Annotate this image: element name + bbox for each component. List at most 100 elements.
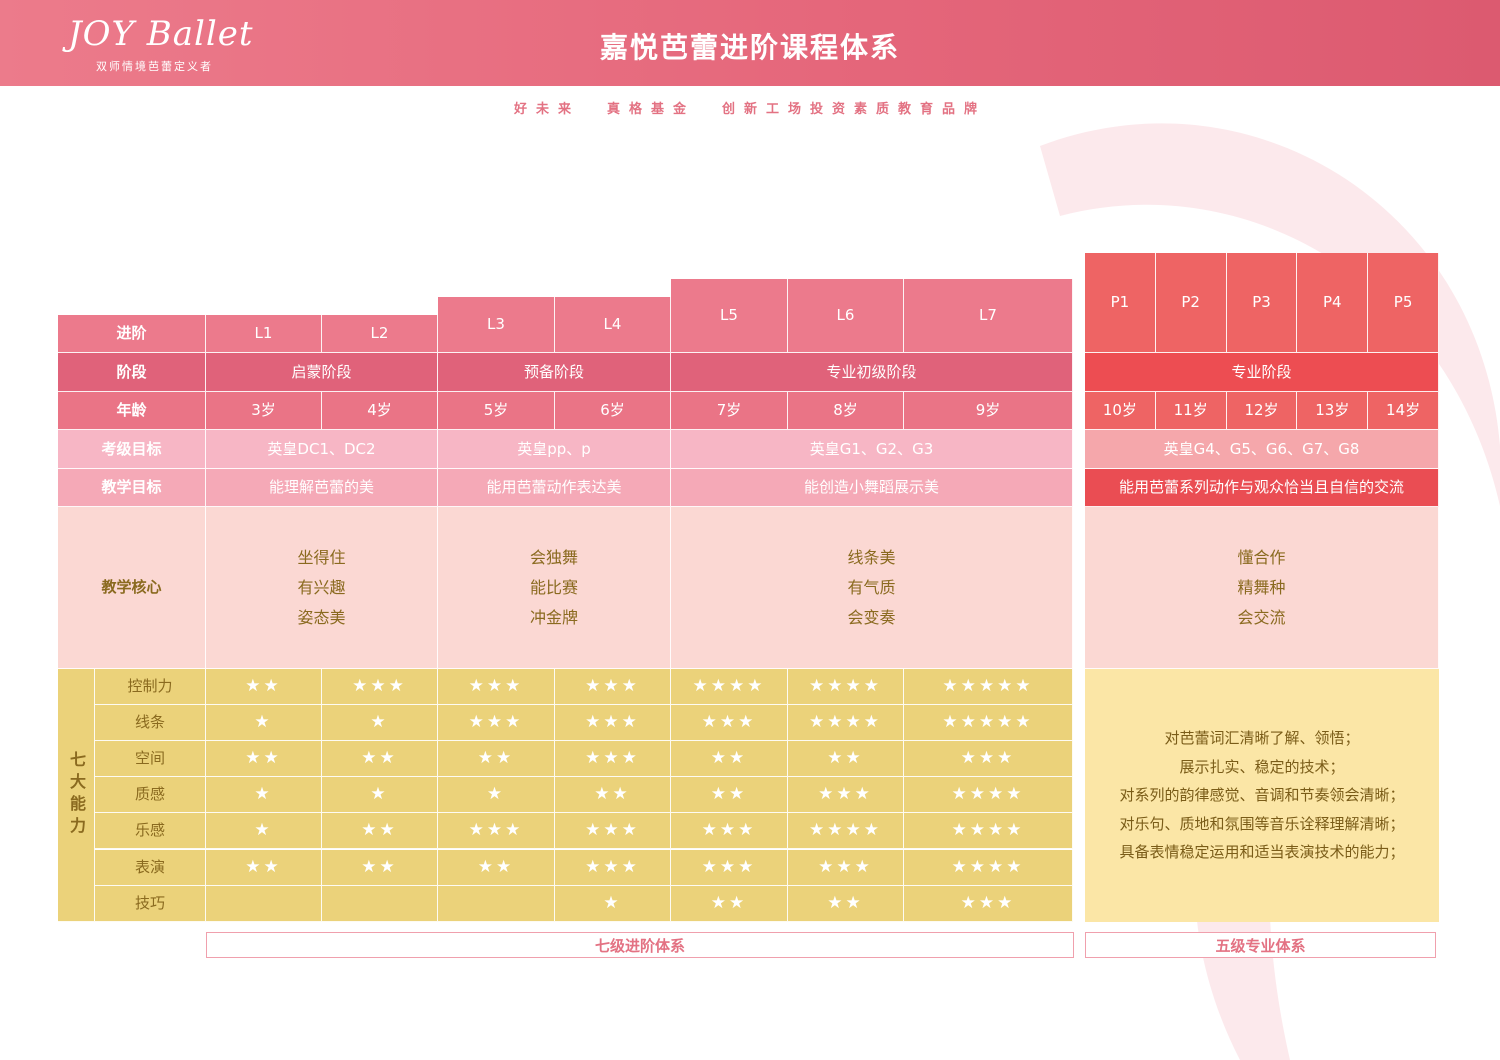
stage-cell: 启蒙阶段 xyxy=(206,353,438,392)
ability-star-rating: ★★★ xyxy=(671,849,788,886)
ability-star-rating: ★★★★ xyxy=(788,705,904,742)
ability-star-rating: ★★★ xyxy=(438,813,555,850)
ability-star-rating: ★★★★ xyxy=(788,813,904,850)
ability-star-rating: ★★★★ xyxy=(904,813,1073,850)
pro-age-cell: 10岁 xyxy=(1085,392,1156,430)
ability-star-rating xyxy=(322,885,438,922)
exam-cell: 英皇DC1、DC2 xyxy=(206,430,438,469)
core-item: 能比赛 xyxy=(529,577,578,597)
level-header: L6 xyxy=(788,279,904,353)
teach-goal-cell: 能创造小舞蹈展示美 xyxy=(671,469,1073,507)
row-label-core: 教学核心 xyxy=(58,507,206,669)
ability-star-rating: ★★ xyxy=(322,849,438,886)
row-label-age: 年龄 xyxy=(58,392,206,430)
ability-star-rating: ★★ xyxy=(322,813,438,850)
abilities-group-label: 七大能力 xyxy=(58,669,95,922)
level-header: L4 xyxy=(555,297,671,353)
page-title: 嘉悦芭蕾进阶课程体系 xyxy=(599,31,900,64)
ability-star-rating: ★★★ xyxy=(671,705,788,742)
pro-desc-line: 对乐句、质地和氛围等音乐诠释理解清晰； xyxy=(1119,814,1405,833)
pro-teach-goal-cell: 能用芭蕾系列动作与观众恰当且自信的交流 xyxy=(1085,469,1439,507)
ability-star-rating: ★★★ xyxy=(438,705,555,742)
row-label-exam: 考级目标 xyxy=(58,430,206,469)
ability-star-rating: ★★ xyxy=(555,777,671,814)
pro-desc-line: 展示扎实、稳定的技术； xyxy=(1179,757,1345,776)
ability-name: 空间 xyxy=(95,741,206,778)
pro-ability-description: 对芭蕾词汇清晰了解、领悟； 展示扎实、稳定的技术； 对系列的韵律感觉、音调和节奏… xyxy=(1085,669,1439,922)
core-item: 会交流 xyxy=(1237,607,1286,627)
core-item: 线条美 xyxy=(847,547,896,567)
pro-age-cell: 13岁 xyxy=(1297,392,1369,430)
ability-star-rating: ★ xyxy=(206,777,322,814)
row-label-teach: 教学目标 xyxy=(58,469,206,507)
pro-core-cell: 懂合作 精舞种 会交流 xyxy=(1085,507,1439,669)
ability-name: 线条 xyxy=(95,705,206,742)
ability-star-rating: ★ xyxy=(206,813,322,850)
ability-star-rating: ★★ xyxy=(788,885,904,922)
pro-exam-cell: 英皇G4、G5、G6、G7、G8 xyxy=(1085,430,1439,469)
level-header: L1 xyxy=(206,315,322,353)
core-item: 会变奏 xyxy=(847,607,896,627)
age-cell: 7岁 xyxy=(671,392,788,430)
ability-name: 技巧 xyxy=(95,885,206,922)
ability-star-rating: ★★★ xyxy=(555,813,671,850)
age-cell: 6岁 xyxy=(555,392,671,430)
ability-star-rating: ★★★★ xyxy=(904,777,1073,814)
ability-star-rating: ★ xyxy=(206,705,322,742)
footer-seven-level-system: 七级进阶体系 xyxy=(206,932,1074,958)
pro-level-header: P2 xyxy=(1155,253,1227,353)
level-header: L3 xyxy=(438,297,555,353)
ability-star-rating: ★★★ xyxy=(671,813,788,850)
ability-star-rating: ★★★ xyxy=(788,849,904,886)
ability-name: 质感 xyxy=(95,777,206,814)
level-header: L5 xyxy=(671,279,788,353)
core-item: 有气质 xyxy=(847,577,896,597)
level-header: L2 xyxy=(322,315,438,353)
ability-star-rating: ★★ xyxy=(206,849,322,886)
age-cell: 9岁 xyxy=(904,392,1073,430)
ability-star-rating: ★★★ xyxy=(904,885,1073,922)
ability-star-rating: ★★★ xyxy=(555,849,671,886)
core-cell: 坐得住 有兴趣 姿态美 xyxy=(206,507,438,669)
ability-star-rating: ★★★★★ xyxy=(904,705,1073,742)
ability-star-rating: ★★★ xyxy=(438,669,555,706)
ability-name: 表演 xyxy=(95,849,206,886)
row-label-level: 进阶 xyxy=(58,315,206,353)
ability-star-rating: ★★★ xyxy=(555,741,671,778)
ability-star-rating: ★★★★ xyxy=(904,849,1073,886)
ability-star-rating: ★★ xyxy=(322,741,438,778)
age-cell: 8岁 xyxy=(788,392,904,430)
ability-star-rating: ★★★★ xyxy=(671,669,788,706)
pro-desc-line: 对系列的韵律感觉、音调和节奏领会清晰； xyxy=(1119,786,1405,805)
pro-age-cell: 11岁 xyxy=(1155,392,1227,430)
ability-star-rating: ★★★ xyxy=(788,777,904,814)
ability-star-rating xyxy=(438,885,555,922)
pro-desc-line: 对芭蕾词汇清晰了解、领悟； xyxy=(1164,729,1360,748)
ability-star-rating: ★ xyxy=(555,885,671,922)
logo: JOY Ballet xyxy=(68,14,254,54)
stage-cell: 专业初级阶段 xyxy=(671,353,1073,392)
footer-five-level-system: 五级专业体系 xyxy=(1085,932,1436,958)
abilities-group-text: 七大能力 xyxy=(67,751,86,839)
pro-stage-cell: 专业阶段 xyxy=(1085,353,1439,392)
ability-star-rating: ★★ xyxy=(788,741,904,778)
core-item: 坐得住 xyxy=(297,547,346,567)
ability-star-rating: ★★ xyxy=(671,741,788,778)
ability-star-rating: ★★ xyxy=(438,741,555,778)
core-item: 懂合作 xyxy=(1237,547,1286,567)
pro-level-header: P3 xyxy=(1226,253,1298,353)
level-header: L7 xyxy=(904,279,1073,353)
header-bar xyxy=(0,0,1500,86)
core-cell: 会独舞 能比赛 冲金牌 xyxy=(438,507,671,669)
ability-star-rating: ★★★★ xyxy=(788,669,904,706)
ability-star-rating: ★★★ xyxy=(322,669,438,706)
pro-age-cell: 12岁 xyxy=(1226,392,1298,430)
pro-level-header: P1 xyxy=(1085,253,1156,353)
exam-cell: 英皇G1、G2、G3 xyxy=(671,430,1073,469)
ability-star-rating: ★★★★★ xyxy=(904,669,1073,706)
ability-star-rating: ★★ xyxy=(438,849,555,886)
slogan: 好未来 真格基金 创新工场投资素质教育品牌 xyxy=(513,102,987,117)
ability-star-rating: ★★ xyxy=(671,777,788,814)
pro-age-cell: 14岁 xyxy=(1368,392,1439,430)
ability-star-rating: ★★ xyxy=(206,741,322,778)
